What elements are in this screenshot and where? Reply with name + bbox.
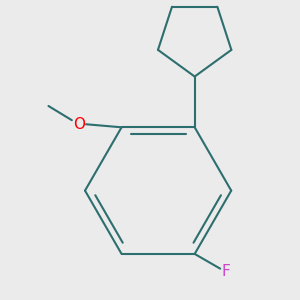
Text: O: O (73, 117, 85, 132)
Text: F: F (221, 264, 230, 279)
